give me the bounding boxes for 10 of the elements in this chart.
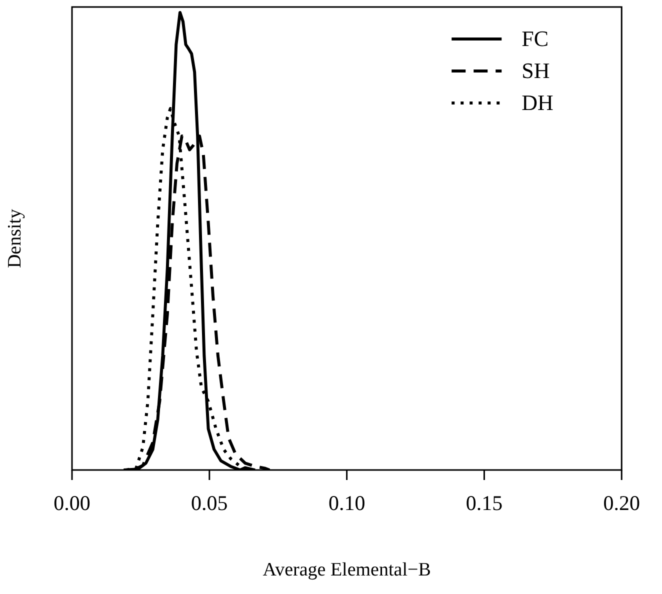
- legend-label: DH: [522, 90, 554, 115]
- x-tick-label: 0.15: [466, 491, 503, 516]
- legend-label: SH: [522, 58, 550, 83]
- legend-label: FC: [522, 26, 549, 51]
- x-tick-label: 0.10: [328, 491, 366, 516]
- y-axis-title: Density: [4, 208, 26, 268]
- x-tick-label: 0.05: [191, 491, 228, 516]
- x-tick-label: 0.00: [54, 491, 90, 516]
- x-axis-title: Average Elemental−B: [262, 560, 431, 581]
- x-tick-label: 0.20: [603, 491, 640, 516]
